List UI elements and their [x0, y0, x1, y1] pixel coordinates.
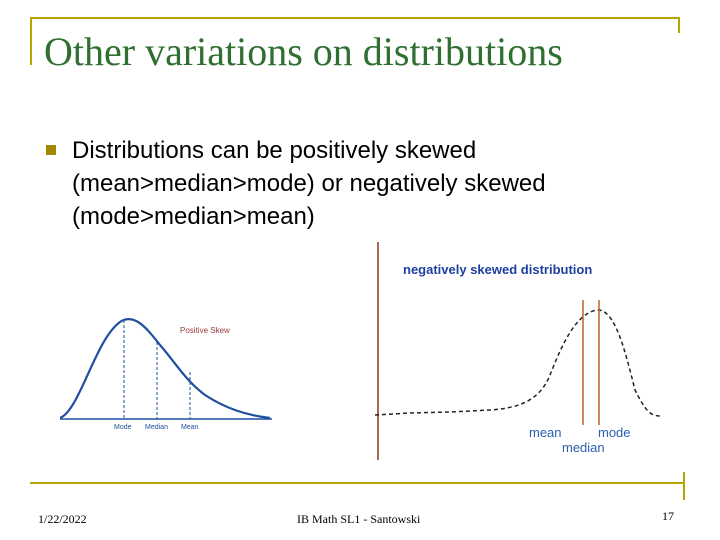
bullet-line-2: (mean>median>mode) or negatively skewed — [72, 170, 546, 197]
frame-bottom-right-rule — [683, 472, 685, 500]
negative-skew-curve — [374, 309, 661, 417]
negative-skew-diagram: negatively skewed distribution mean mode… — [374, 242, 661, 460]
page-number: 17 — [662, 509, 674, 523]
positive-skew-label: Positive Skew — [180, 326, 230, 335]
footer-date: 1/22/2022 — [38, 512, 87, 526]
footer-course: IB Math SL1 - Santowski — [297, 512, 421, 526]
bullet-line-1: Distributions can be positively skewed — [72, 137, 477, 164]
median-label: Median — [145, 424, 168, 431]
negative-skew-title: negatively skewed distribution — [403, 262, 592, 277]
frame-top-rule — [30, 17, 680, 19]
slide-title: Other variations on distributions — [44, 29, 563, 74]
bullet-text: Distributions can be positively skewed (… — [72, 134, 672, 233]
frame-left-rule — [30, 17, 32, 65]
positive-skew-curve — [60, 318, 271, 420]
positive-skew-diagram: Positive Skew Mode Median Mean — [60, 318, 272, 431]
mode-label: mode — [598, 425, 631, 440]
frame-bottom-rule — [30, 482, 685, 484]
mean-label: Mean — [181, 424, 199, 431]
mode-label: Mode — [114, 424, 132, 431]
mean-label: mean — [529, 425, 562, 440]
bullet-line-3: (mode>median>mean) — [72, 203, 315, 230]
bullet-square-icon — [46, 145, 56, 155]
median-label: median — [562, 440, 605, 455]
frame-right-rule — [678, 17, 680, 33]
